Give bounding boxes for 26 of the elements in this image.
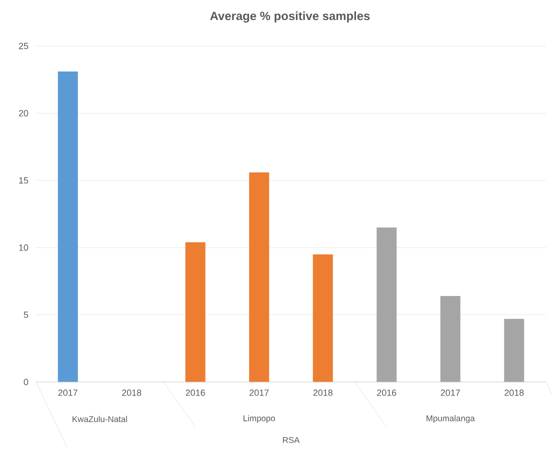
x-tick-label: 2018 xyxy=(504,390,524,396)
bar xyxy=(58,72,78,382)
x-tick-label: 2017 xyxy=(58,390,78,396)
y-tick-label: 25 xyxy=(18,42,28,50)
x-tick-label: 2017 xyxy=(440,390,460,396)
x-tick-label: 2016 xyxy=(377,390,396,396)
y-tick-label: 10 xyxy=(19,244,28,251)
x-tick-label: 2018 xyxy=(122,390,142,396)
x-tick-label: 2017 xyxy=(250,390,269,396)
bar xyxy=(249,172,270,382)
x-tick-label: 2018 xyxy=(313,390,332,396)
bar xyxy=(504,318,524,382)
text: Mpumalanga xyxy=(426,415,475,423)
y-tick-label: 5 xyxy=(24,312,28,318)
bar xyxy=(376,227,397,382)
text: KwaZulu-Natal xyxy=(72,416,127,422)
chart-title: Average % positive samples xyxy=(210,11,370,23)
y-tick-label: 20 xyxy=(18,110,28,116)
y-tick-label: 15 xyxy=(19,177,28,184)
x-tick-label: 2016 xyxy=(186,390,205,396)
y-tick-label: 0 xyxy=(24,378,28,386)
text: Limpopo xyxy=(244,415,276,423)
bar xyxy=(312,254,333,382)
text: RSA xyxy=(282,437,300,443)
bar xyxy=(440,296,460,382)
bar xyxy=(185,242,206,382)
